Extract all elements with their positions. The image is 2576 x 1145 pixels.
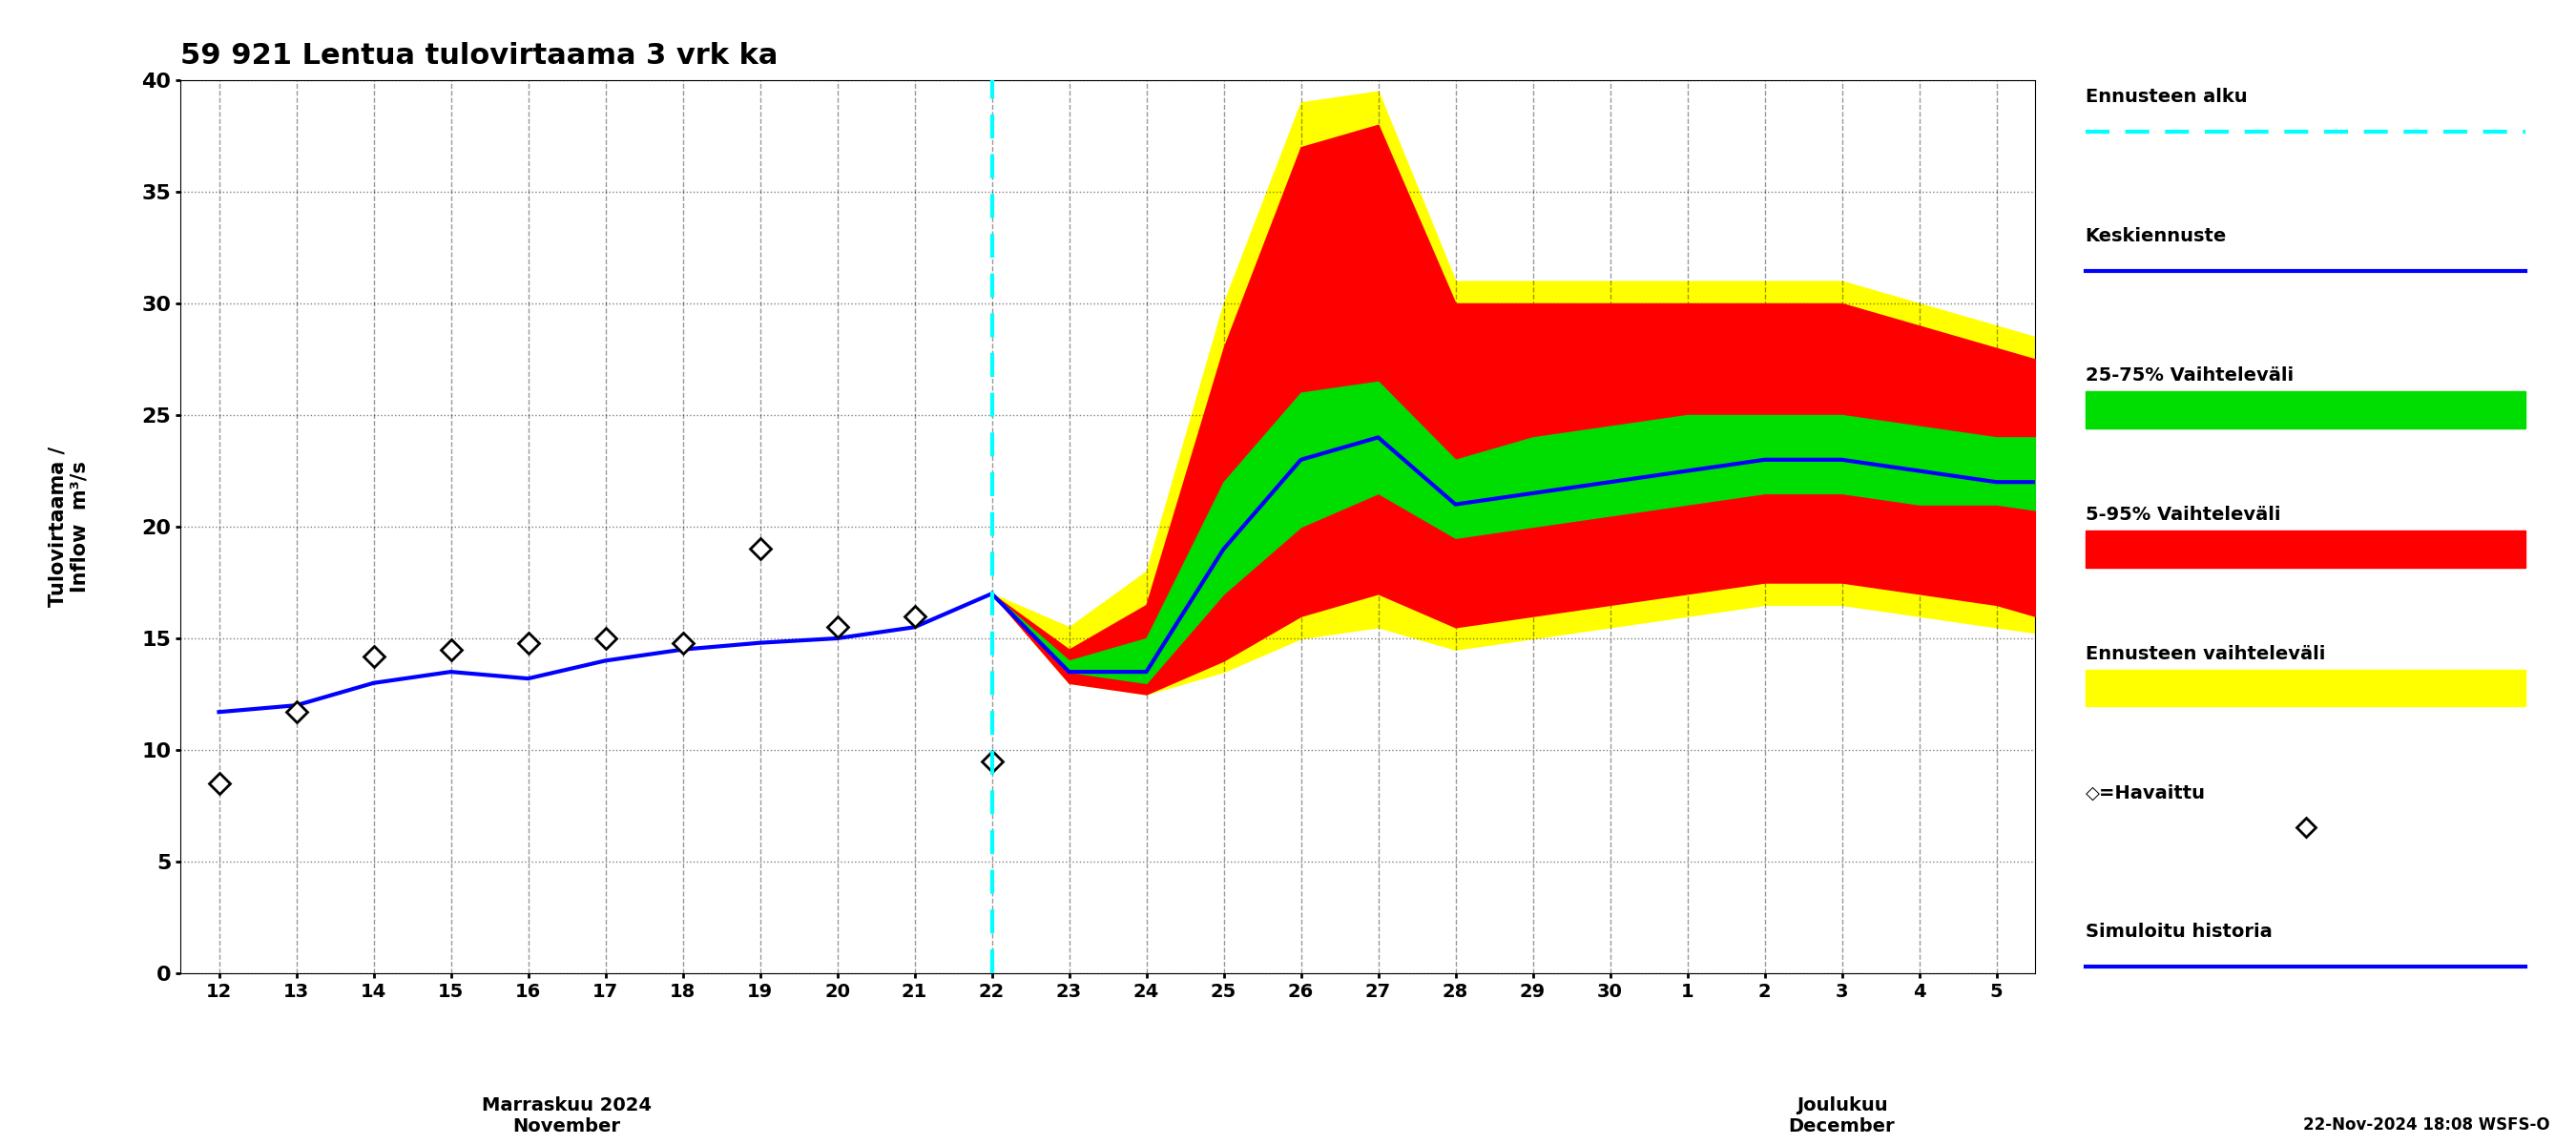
Bar [2087, 392, 2524, 428]
Text: Simuloitu historia: Simuloitu historia [2087, 923, 2272, 941]
Text: Tulovirtaama /
Inflow  m³/s: Tulovirtaama / Inflow m³/s [49, 447, 90, 607]
Text: Ennusteen alku: Ennusteen alku [2087, 88, 2246, 106]
Text: Ennusteen vaihteleväli: Ennusteen vaihteleväli [2087, 645, 2326, 663]
Text: Marraskuu 2024
November: Marraskuu 2024 November [482, 1096, 652, 1135]
Bar [2087, 530, 2524, 568]
Text: 5-95% Vaihteleväli: 5-95% Vaihteleväli [2087, 506, 2280, 523]
Bar [2087, 670, 2524, 706]
Text: 22-Nov-2024 18:08 WSFS-O: 22-Nov-2024 18:08 WSFS-O [2303, 1116, 2550, 1134]
Text: 59 921 Lentua tulovirtaama 3 vrk ka: 59 921 Lentua tulovirtaama 3 vrk ka [180, 42, 778, 70]
Text: Joulukuu
December: Joulukuu December [1788, 1096, 1896, 1135]
Text: Keskiennuste: Keskiennuste [2087, 227, 2226, 245]
Text: ◇=Havaittu: ◇=Havaittu [2087, 784, 2205, 802]
Text: 25-75% Vaihteleväli: 25-75% Vaihteleväli [2087, 366, 2293, 385]
